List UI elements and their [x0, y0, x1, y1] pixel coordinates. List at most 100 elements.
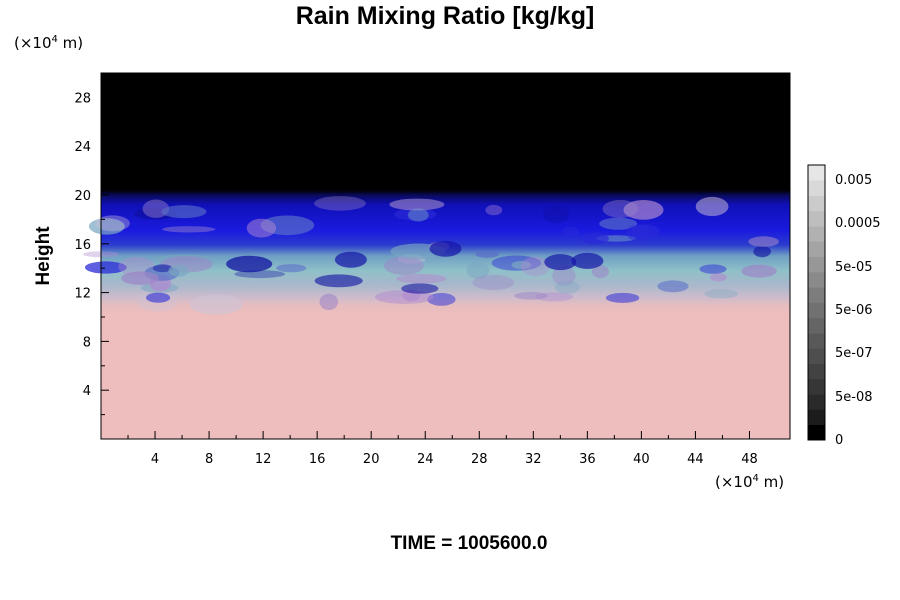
turbulence-swirl — [84, 261, 127, 274]
turbulence-swirl — [427, 293, 456, 306]
turbulence-swirl — [695, 196, 729, 217]
turbulence-swirl — [334, 251, 367, 268]
turbulence-swirl — [514, 292, 548, 300]
turbulence-swirl — [314, 274, 363, 288]
plot-frame — [100, 72, 791, 440]
y-tick-label: 24 — [74, 140, 91, 155]
turbulence-swirl — [552, 265, 576, 286]
y-tick-label: 4 — [83, 384, 91, 399]
x-tick-label: 4 — [151, 452, 159, 467]
turbulence-swirl — [234, 270, 286, 279]
turbulence-swirl — [146, 292, 171, 303]
x-unit-exponent: 4 — [753, 473, 759, 484]
turbulence-swirl — [407, 208, 429, 222]
turbulence-texture — [83, 196, 779, 315]
turbulence-swirl — [485, 204, 503, 216]
y-unit-exponent: 4 — [52, 34, 58, 45]
colorbar-swatch — [808, 394, 825, 410]
colorbar-swatch — [808, 180, 825, 196]
x-tick-label: 44 — [687, 452, 704, 467]
plot-area — [83, 72, 791, 440]
turbulence-swirl — [544, 254, 577, 271]
colorbar-label: 0.005 — [835, 173, 872, 188]
turbulence-swirl — [466, 262, 490, 279]
chart-title: Rain Mixing Ratio [kg/kg] — [296, 2, 595, 30]
turbulence-swirl — [748, 236, 779, 247]
colorbar-swatch — [808, 195, 825, 212]
turbulence-swirl — [581, 233, 609, 244]
turbulence-swirl — [555, 280, 580, 294]
turbulence-swirl — [562, 226, 579, 237]
colorbar-swatch — [808, 302, 825, 319]
turbulence-swirl — [753, 245, 771, 258]
y-tick-label: 12 — [74, 287, 91, 302]
x-tick-label: 36 — [579, 452, 596, 467]
turbulence-swirl — [571, 252, 604, 269]
turbulence-swirl — [401, 283, 439, 294]
x-tick-label: 40 — [633, 452, 650, 467]
turbulence-swirl — [472, 274, 515, 291]
turbulence-swirl — [710, 273, 727, 282]
x-tick-label: 48 — [741, 452, 758, 467]
colorbar-swatch — [808, 226, 825, 242]
colorbar-label: 5e-05 — [835, 260, 873, 275]
colorbar-swatch — [808, 287, 825, 303]
x-tick-label: 32 — [525, 452, 542, 467]
turbulence-swirl — [626, 224, 651, 241]
y-unit-prefix: (×10 — [14, 34, 52, 52]
colorbar-label: 5e-07 — [835, 346, 873, 361]
y-tick-label: 16 — [74, 238, 91, 253]
colorbar-swatch — [808, 210, 825, 227]
turbulence-swirl — [88, 218, 125, 235]
colorbar-swatch — [808, 333, 825, 349]
x-tick-label: 12 — [255, 452, 272, 467]
turbulence-swirl — [429, 240, 462, 257]
y-unit-suffix: m) — [58, 34, 83, 52]
turbulence-swirl — [605, 292, 640, 303]
turbulence-swirl — [657, 280, 689, 293]
turbulence-swirl — [246, 218, 277, 238]
time-label: TIME = 1005600.0 — [391, 533, 548, 554]
turbulence-swirl — [389, 198, 445, 211]
turbulence-swirl — [704, 289, 739, 299]
colorbar-label: 0.0005 — [835, 216, 881, 231]
x-unit-label: (×104 m) — [715, 473, 784, 491]
x-unit-prefix: (×10 — [715, 473, 753, 491]
turbulence-swirl — [314, 196, 366, 211]
colorbar-swatch — [808, 271, 825, 288]
colorbar-swatch — [808, 348, 825, 364]
colorbar-swatch — [808, 424, 825, 441]
turbulence-swirl — [162, 226, 216, 233]
turbulence-swirl — [511, 261, 532, 269]
x-unit-suffix: m) — [759, 473, 784, 491]
turbulence-swirl — [602, 199, 639, 218]
turbulence-swirl — [699, 264, 727, 274]
turbulence-swirl — [520, 256, 551, 276]
turbulence-swirl — [152, 264, 173, 273]
y-axis-label: Height — [33, 226, 54, 286]
turbulence-swirl — [383, 256, 424, 276]
turbulence-swirl — [168, 264, 189, 277]
y-tick-label: 8 — [83, 335, 91, 350]
colorbar-swatch — [808, 363, 825, 380]
x-tick-label: 28 — [471, 452, 488, 467]
colorbar-swatch — [808, 241, 825, 257]
colorbar-label: 0 — [835, 433, 843, 448]
x-tick-label: 16 — [309, 452, 326, 467]
y-axis: 4 8 12 16 20 24 28 — [74, 91, 109, 416]
turbulence-swirl — [319, 293, 339, 311]
turbulence-swirl — [475, 250, 499, 258]
colorbar-swatch — [808, 256, 825, 273]
colorbar: 0 5e-08 5e-07 5e-06 5e-05 0.0005 0.005 — [807, 164, 881, 448]
turbulence-swirl — [189, 294, 243, 315]
turbulence-swirl — [276, 264, 307, 273]
colorbar-swatch — [808, 165, 825, 181]
turbulence-swirl — [599, 217, 638, 230]
colorbar-swatch — [808, 409, 825, 426]
turbulence-swirl — [161, 205, 207, 219]
y-unit-label: (×104 m) — [14, 34, 83, 52]
colorbar-swatch — [808, 317, 825, 334]
x-tick-label: 20 — [363, 452, 380, 467]
colorbar-swatch — [808, 378, 825, 395]
